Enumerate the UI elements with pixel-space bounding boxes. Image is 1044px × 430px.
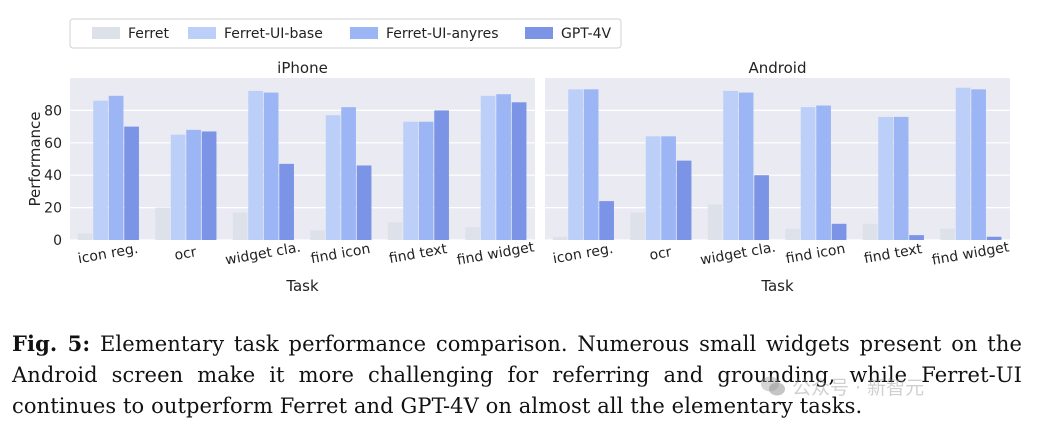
bar-1-0-3 (599, 201, 614, 240)
bar-0-5-2 (496, 94, 511, 240)
bar-1-2-1 (723, 90, 738, 241)
bar-1-4-2 (893, 116, 909, 240)
y-tick-label-1: 20 (44, 201, 62, 217)
figure-caption: Fig. 5: Elementary task performance comp… (12, 328, 1022, 422)
bar-0-2-0 (232, 212, 248, 240)
y-tick-label-3: 60 (44, 136, 62, 152)
legend-swatch-2 (350, 27, 378, 39)
bar-1-4-1 (878, 116, 893, 240)
bar-0-3-3 (356, 165, 372, 240)
panel-title-0: iPhone (277, 59, 328, 77)
x-tick-label-1-4: find text (863, 241, 924, 267)
bar-0-4-2 (418, 121, 434, 240)
bar-1-0-2 (583, 89, 599, 240)
bar-1-2-0 (707, 204, 723, 240)
bar-0-1-3 (201, 131, 217, 240)
legend-label-3: GPT-4V (561, 26, 612, 42)
legend-swatch-3 (525, 27, 553, 39)
legend-box (69, 18, 622, 49)
legend-swatch-0 (92, 27, 120, 39)
x-axis-label-1: Task (760, 277, 794, 295)
bar-0-0-3 (124, 126, 139, 240)
bar-1-1-3 (676, 160, 692, 240)
bar-1-4-0 (862, 223, 878, 240)
legend-label-1: Ferret-UI-base (224, 26, 323, 42)
bar-0-5-1 (480, 95, 496, 240)
x-tick-label-0-2: widget cla. (224, 240, 302, 269)
y-tick-label-4: 80 (44, 103, 62, 119)
bar-1-5-3 (986, 236, 1002, 240)
bar-0-0-0 (77, 233, 93, 240)
bar-1-1-1 (645, 136, 661, 240)
bar-0-4-1 (403, 121, 418, 240)
bar-1-3-0 (785, 228, 800, 240)
legend-label-2: Ferret-UI-anyres (386, 26, 499, 42)
x-tick-label-1-5: find widget (931, 239, 1011, 268)
x-tick-label-0-0: icon reg. (77, 241, 140, 267)
y-axis-label: Performance (26, 111, 44, 206)
bar-1-1-0 (630, 212, 645, 240)
x-tick-label-1-2: widget cla. (699, 240, 777, 269)
bar-1-0-1 (568, 89, 583, 240)
bar-0-1-0 (155, 207, 170, 240)
bar-0-2-3 (279, 163, 294, 240)
bar-1-5-0 (940, 228, 955, 240)
bar-1-4-3 (909, 235, 924, 240)
bar-0-1-1 (170, 134, 186, 240)
bar-0-2-1 (248, 90, 263, 241)
y-tick-label-2: 40 (44, 168, 62, 184)
legend-label-0: Ferret (128, 26, 169, 42)
bar-0-3-2 (341, 107, 356, 240)
bar-1-5-2 (971, 89, 986, 240)
bar-0-1-2 (186, 129, 201, 240)
x-axis-label-0: Task (285, 277, 319, 295)
panel-bg-0 (70, 78, 535, 240)
x-tick-label-0-4: find text (388, 241, 449, 267)
panel-bg-1 (545, 78, 1010, 240)
x-tick-label-1-0: icon reg. (552, 241, 615, 267)
bar-0-5-0 (465, 227, 480, 240)
chart-area: Ferret Ferret-UI-base Ferret-UI-anyres GPT-… (26, 18, 1011, 295)
x-tick-label-0-1: ocr (173, 244, 198, 264)
bar-1-3-3 (831, 223, 847, 240)
bar-1-3-1 (800, 107, 816, 240)
x-tick-label-0-3: find icon (310, 241, 372, 267)
bar-0-4-3 (434, 110, 449, 241)
bar-0-4-0 (387, 222, 403, 240)
caption-text: Elementary task performance comparison. … (12, 332, 1022, 418)
bar-1-2-2 (738, 92, 754, 240)
bar-1-1-2 (661, 136, 676, 240)
legend-swatch-1 (188, 27, 216, 39)
bar-1-5-1 (955, 87, 971, 240)
x-tick-label-0-5: find widget (456, 239, 536, 268)
bar-1-2-3 (754, 175, 769, 240)
x-tick-label-1-3: find icon (785, 241, 847, 267)
panel-title-1: Android (749, 59, 807, 77)
bar-0-0-2 (108, 95, 124, 240)
y-tick-label-0: 0 (53, 233, 62, 249)
bar-1-3-2 (816, 105, 831, 240)
caption-label: Fig. 5: (12, 331, 91, 356)
bar-0-0-1 (93, 100, 108, 241)
bar-0-3-1 (325, 115, 341, 240)
bar-1-0-0 (552, 236, 568, 240)
bar-0-2-2 (263, 92, 279, 240)
bar-0-5-3 (511, 102, 527, 240)
x-tick-label-1-1: ocr (648, 244, 673, 264)
bar-0-3-0 (310, 230, 325, 240)
